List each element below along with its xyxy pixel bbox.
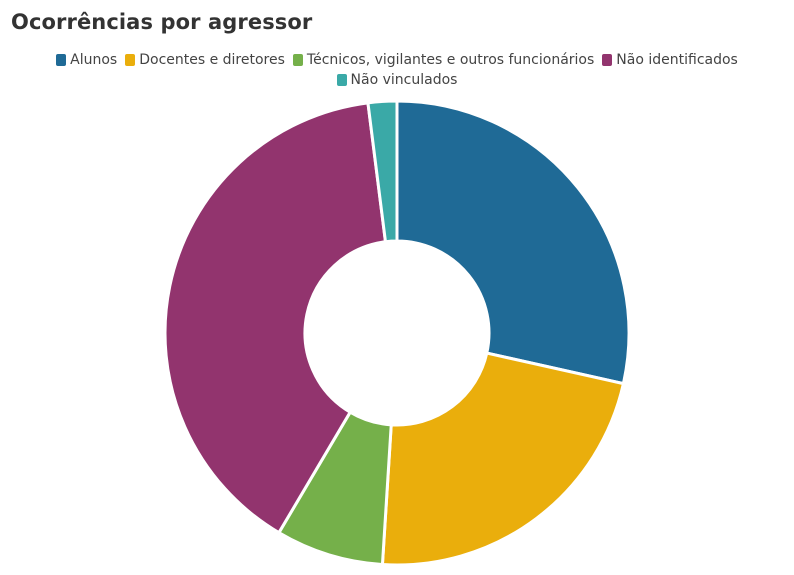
legend-label: Não identificados [616,52,738,68]
chart-title: Ocorrências por agressor [11,10,313,34]
legend-swatch [292,54,303,66]
legend-item-tecnicos-vigilantes-e-outros-funcionarios[interactable]: Técnicos, vigilantes e outros funcionári… [292,51,595,69]
legend-item-docentes-e-diretores[interactable]: Docentes e diretores [125,51,285,69]
legend-item-alunos[interactable]: Alunos [56,51,117,69]
donut-slice-nao-vinculados[interactable] [366,99,399,244]
legend-label: Técnicos, vigilantes e outros funcionári… [306,52,595,68]
legend-label: Docentes e diretores [139,52,285,68]
donut-slice-docentes-e-diretores[interactable] [380,351,625,567]
donut-slice-nao-identificados[interactable] [163,101,387,535]
legend-swatch [336,74,347,86]
legend-label: Não vinculados [350,72,458,88]
legend-swatch [56,54,67,66]
legend-item-nao-vinculados[interactable]: Não vinculados [336,71,458,89]
donut-slice-alunos[interactable] [395,99,631,386]
legend-label: Alunos [70,52,118,68]
legend-swatch [602,54,613,66]
chart-legend: Alunos Docentes e diretores Técnicos, vigi… [40,51,754,89]
legend-swatch [125,54,136,66]
legend-item-nao-identificados[interactable]: Não identificados [602,51,738,69]
